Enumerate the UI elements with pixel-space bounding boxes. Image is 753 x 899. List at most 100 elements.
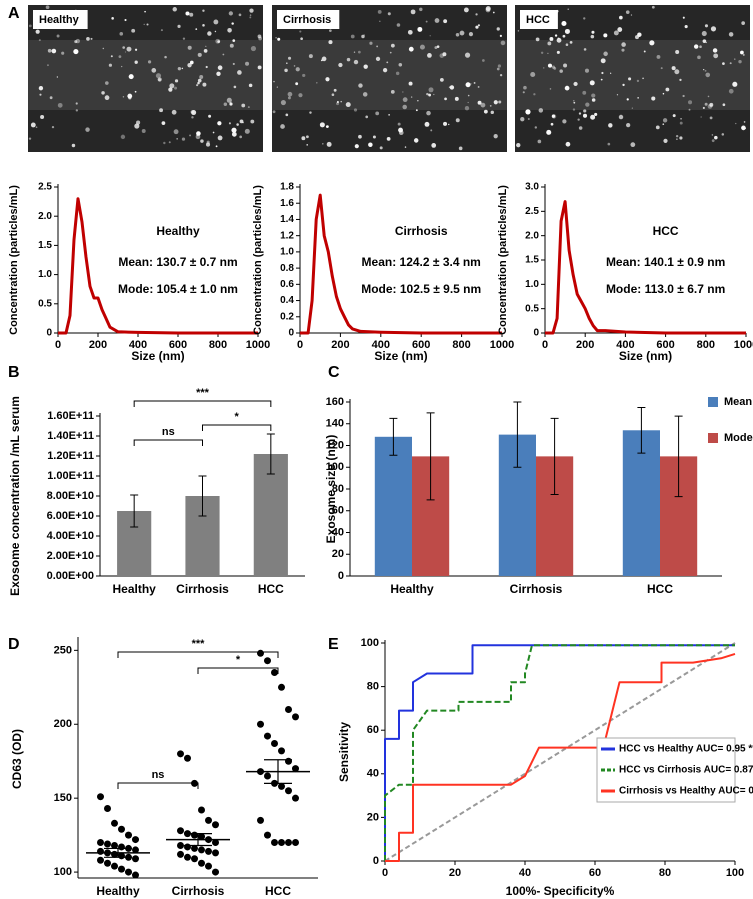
y-tick-label: 0.6 [280,279,294,290]
particle [407,29,413,35]
dot [292,839,299,847]
y-tick-label: 8.00E+10 [47,490,94,502]
x-tick-label: 0 [542,339,548,351]
y-tick-label: 150 [54,792,72,804]
particle [490,110,494,115]
particle [56,34,60,38]
particle [308,54,313,59]
particle [600,58,606,64]
particle [417,26,423,32]
particle [28,137,32,140]
y-tick-label: 120 [326,439,344,451]
particle [38,86,44,91]
particle [402,91,404,93]
particle [467,101,469,104]
particle [616,94,619,96]
particle [147,60,152,64]
particle [47,48,52,53]
particle [434,46,438,50]
y-tick-label: 0 [533,328,539,339]
particle [662,92,665,95]
particle [102,47,105,50]
significance-label: * [235,411,240,423]
particle [660,67,663,70]
particle [217,121,222,126]
panel-letter: D [8,636,20,653]
particle [704,24,709,28]
x-tick-label: 40 [519,867,531,879]
particle [426,110,431,116]
y-tick-label: 0.5 [525,303,539,314]
particle [326,141,332,147]
particle [582,90,587,95]
series-line [384,644,735,861]
particle [671,66,676,71]
y-tick-label: 160 [326,396,344,408]
particle [590,34,595,39]
legend-label: Mean [724,396,752,408]
particle [582,113,588,118]
x-tick-label: Healthy [390,582,434,596]
x-tick-label: 0 [382,867,388,879]
particle [728,32,734,37]
particle [164,55,167,59]
particle [231,22,234,25]
image-label: HCC [526,14,550,26]
particle [430,129,433,132]
particle [248,83,253,88]
particle [674,69,680,75]
particle [428,87,434,93]
y-tick-label: 1.4 [280,214,294,225]
y-tick-label: 2.0 [38,211,52,222]
particle [637,32,642,37]
particle [398,127,403,133]
particle [583,109,587,113]
y-tick-label: 1.0 [280,247,294,258]
y-tick-label: 60 [367,724,379,736]
particle [39,93,42,96]
particle [287,56,292,60]
particle [542,67,545,69]
x-axis-label: Size (nm) [619,349,672,363]
particle [369,41,373,45]
particle [591,93,596,98]
particle [71,143,76,148]
particle [417,100,419,102]
plot-title: HCC [653,224,679,238]
particle [533,93,536,96]
particle [238,13,242,17]
particle [368,142,373,147]
particle [444,97,447,101]
dot [97,847,104,855]
particle [572,99,575,102]
particle [275,37,277,39]
significance-label: *** [192,638,206,650]
dot [177,841,184,849]
particle [357,50,361,54]
particle [608,123,613,128]
dot [205,847,212,855]
particle [562,119,567,124]
dot [111,862,118,870]
dot [292,713,299,721]
x-tick-label: 1000 [490,339,514,351]
microscopy-image [28,5,263,152]
particle [277,37,281,41]
particle [222,53,225,56]
particle [51,126,55,129]
particle [704,102,708,106]
particle [551,114,557,119]
particle [713,53,719,59]
particle [625,10,630,15]
particle [594,112,598,116]
plot-title: Healthy [156,224,200,238]
particle [181,137,186,141]
particle [295,82,299,86]
series-line [385,652,736,862]
particle [386,61,389,64]
dot [184,754,191,762]
particle [707,95,710,98]
particle [328,40,333,45]
microscopy-band [515,40,750,110]
y-tick-label: 2.00E+10 [47,550,94,562]
